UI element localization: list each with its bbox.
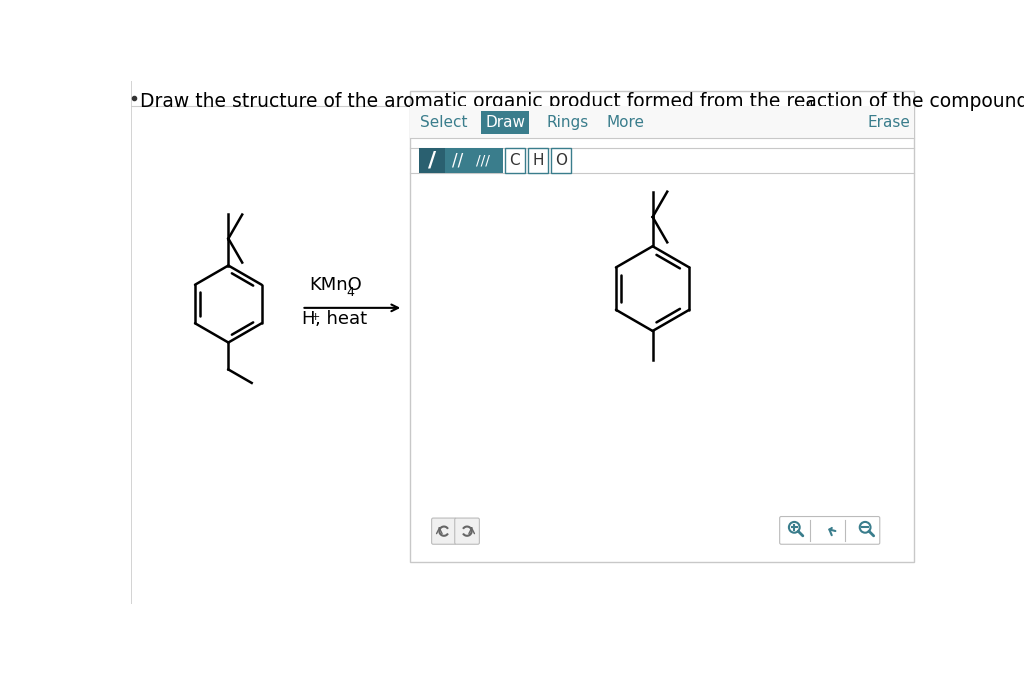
FancyBboxPatch shape — [505, 149, 524, 173]
Text: C: C — [510, 153, 520, 168]
Text: Select: Select — [420, 115, 468, 130]
Text: +: + — [310, 312, 321, 323]
FancyBboxPatch shape — [551, 149, 571, 173]
FancyBboxPatch shape — [419, 149, 503, 173]
Text: 4: 4 — [805, 99, 813, 112]
Text: H: H — [532, 153, 544, 168]
Text: Draw the structure of the aromatic organic product formed from the reaction of t: Draw the structure of the aromatic organ… — [140, 92, 1024, 111]
Text: Rings: Rings — [546, 115, 588, 130]
Text: More: More — [606, 115, 645, 130]
Text: ///: /// — [475, 153, 489, 168]
FancyBboxPatch shape — [432, 518, 457, 545]
Text: Draw: Draw — [485, 115, 525, 130]
Text: //: // — [453, 152, 464, 170]
FancyBboxPatch shape — [528, 149, 548, 173]
Text: .: . — [810, 92, 815, 111]
FancyBboxPatch shape — [410, 91, 914, 562]
FancyBboxPatch shape — [419, 149, 444, 173]
Text: , heat: , heat — [314, 310, 367, 328]
Text: KMnO: KMnO — [309, 276, 361, 294]
Text: 4: 4 — [346, 287, 354, 299]
FancyBboxPatch shape — [455, 518, 479, 545]
FancyBboxPatch shape — [779, 517, 880, 545]
Text: O: O — [555, 153, 567, 168]
Text: Erase: Erase — [867, 115, 910, 130]
Text: /: / — [428, 151, 435, 171]
Text: H: H — [301, 310, 315, 328]
FancyBboxPatch shape — [481, 111, 528, 134]
FancyBboxPatch shape — [410, 106, 914, 139]
